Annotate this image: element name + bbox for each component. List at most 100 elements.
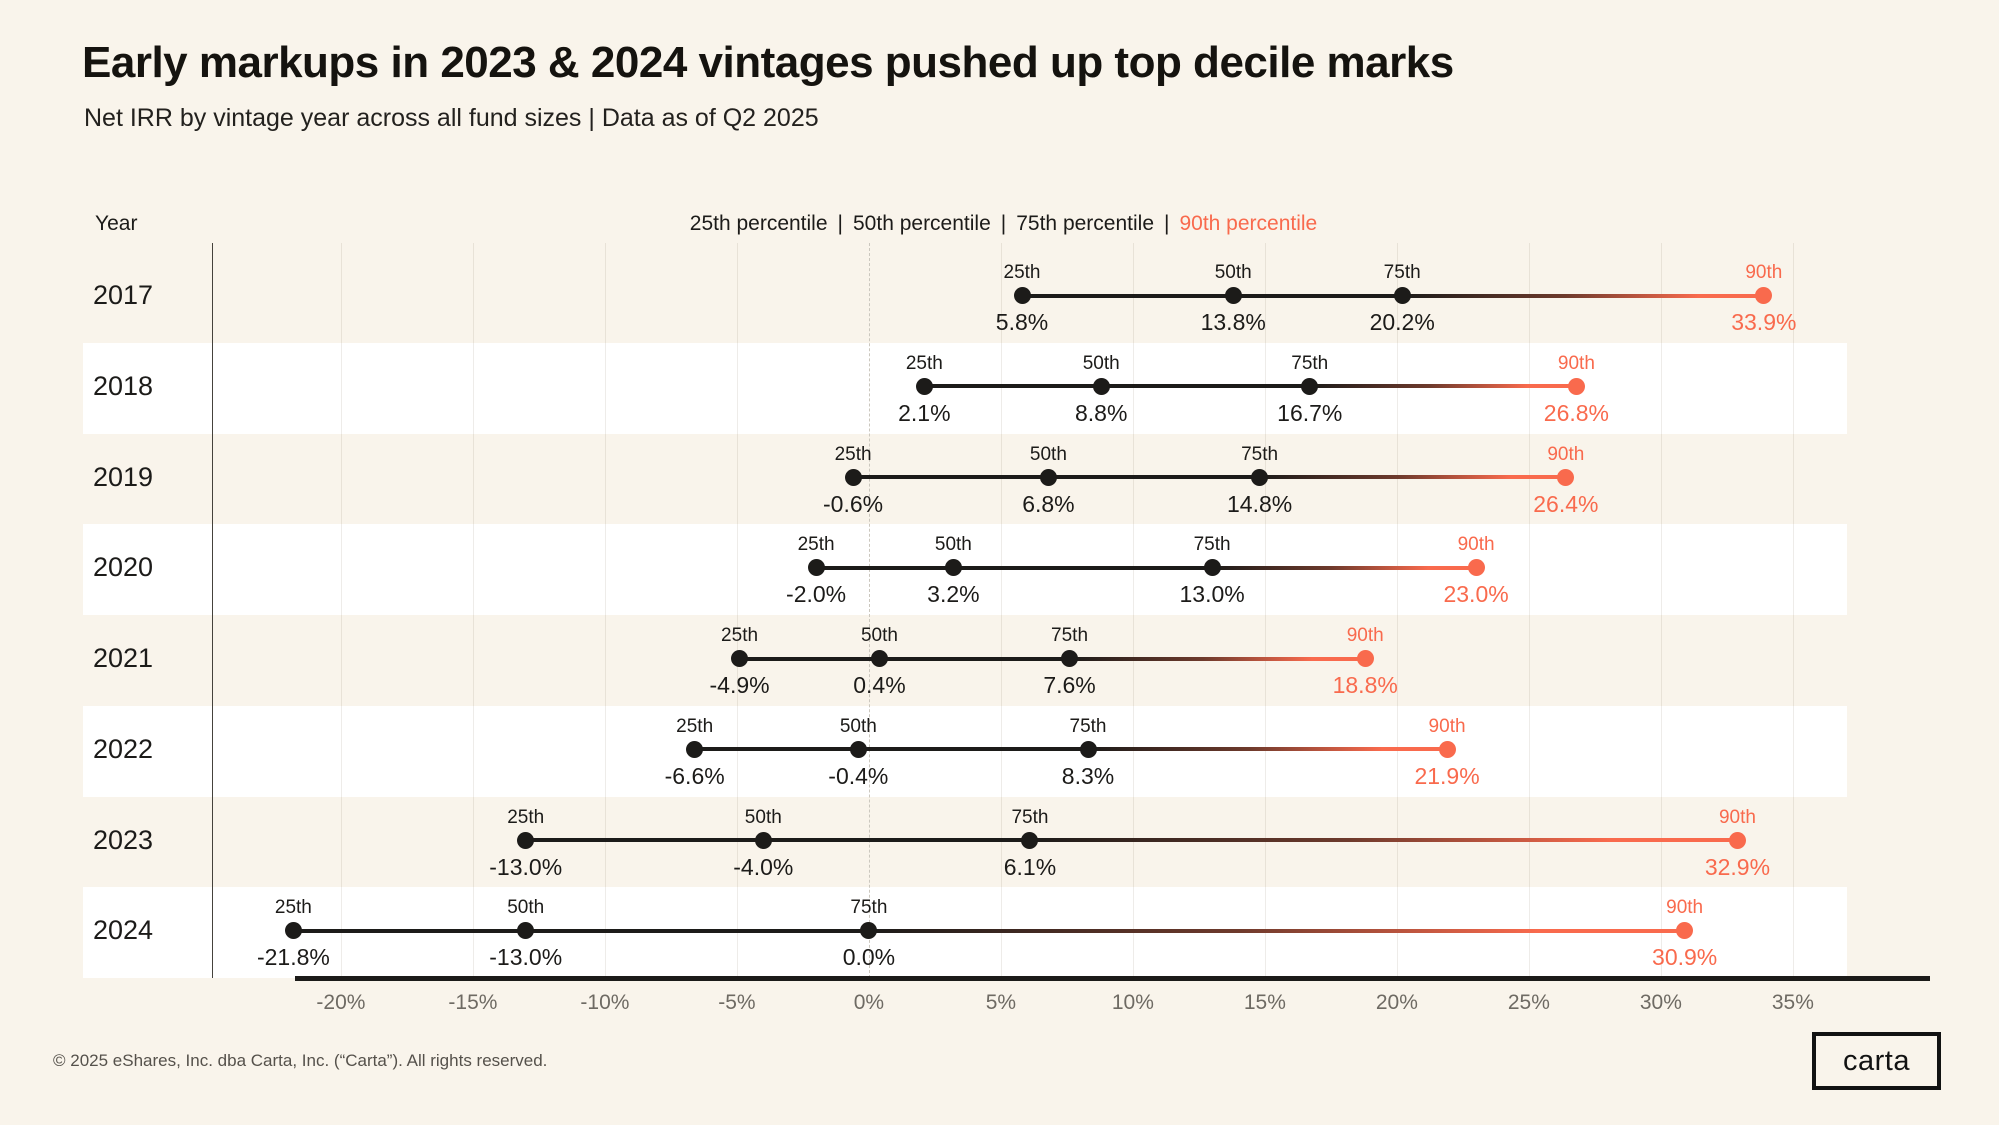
percentile-connector [293, 928, 869, 933]
year-label: 2023 [93, 824, 154, 855]
value-label: 26.8% [1543, 399, 1610, 426]
percentile-dot-90th [1567, 377, 1585, 395]
percentile-dot-25th [686, 740, 704, 758]
chart-row-2021: 2021 25th -4.9% 50th 0.4% 75th 7.6% 90th 18.8% [83, 615, 1847, 706]
percentile-label: 75th [1193, 534, 1231, 556]
gridline--20% [340, 243, 342, 978]
percentile-dot-50th [1224, 287, 1242, 304]
year-label: 2019 [93, 461, 154, 492]
percentile-label: 25th [507, 806, 545, 828]
zero-gridline [868, 243, 870, 978]
chart-row-2023: 2023 25th -13.0% 50th -4.0% 75th 6.1% 90th 32.9% [83, 797, 1847, 888]
percentile-dot-75th [1393, 287, 1411, 304]
gridline--10% [604, 243, 606, 978]
percentile-dot-50th [944, 559, 962, 577]
year-label: 2024 [93, 915, 154, 946]
value-label: 6.8% [1022, 490, 1075, 517]
percentile-label: 75th [1241, 443, 1279, 465]
percentile-dot-50th [517, 922, 535, 940]
percentile-dot-90th [1438, 740, 1456, 758]
page-title: Early markups in 2023 & 2024 vintages pu… [82, 38, 1454, 87]
value-label: 26.4% [1533, 490, 1599, 517]
chart-plot: 2017 25th 5.8% 50th 13.8% 75th 20.2% 90th 33.9% 2… [83, 243, 1847, 978]
x-tick-label: -15% [448, 991, 498, 1014]
x-axis-ticks: -20% -15% -10% -5% 0% 5% 10% 15% 20% 25% 30% 35% [83, 991, 1847, 1021]
percentile-dot-75th [1251, 468, 1269, 486]
percentile-connector-gradient [1259, 475, 1566, 479]
percentile-connector [816, 565, 1213, 570]
chart-row-2019: 2019 25th -0.6% 50th 6.8% 75th 14.8% 90th 26.4% [83, 434, 1847, 525]
value-label: 8.3% [1061, 762, 1115, 789]
chart-row-2017: 2017 25th 5.8% 50th 13.8% 75th 20.2% 90th 33.9% [83, 252, 1847, 343]
percentile-dot-75th [1079, 740, 1097, 758]
percentile-connector [739, 656, 1070, 661]
percentile-connector [525, 838, 1030, 842]
percentile-dot-25th [807, 559, 825, 577]
value-label: 0.4% [853, 672, 906, 698]
legend-item-50th: 50th percentile [853, 212, 991, 235]
percentile-label: 25th [834, 443, 872, 465]
gridline-25% [1528, 243, 1530, 978]
x-tick-label: 15% [1243, 991, 1286, 1014]
percentile-dot-90th [1728, 831, 1746, 849]
value-label: 2.1% [898, 399, 951, 426]
chart-row-2022: 2022 25th -6.6% 50th -0.4% 75th 8.3% 90th 21.9% [83, 706, 1847, 797]
percentile-label: 90th [1745, 262, 1783, 283]
percentile-dot-90th [1356, 650, 1374, 667]
gridline-20% [1396, 243, 1398, 978]
value-label: 14.8% [1227, 490, 1293, 517]
chart-row-2024: 2024 25th -21.8% 50th -13.0% 75th 0.0% 90th 30.9… [83, 887, 1847, 978]
value-label: 21.9% [1414, 762, 1480, 789]
percentile-dot-50th [1039, 468, 1057, 486]
percentile-label: 25th [905, 352, 943, 374]
percentile-label: 75th [1011, 806, 1049, 828]
gridline-30% [1660, 243, 1662, 978]
value-label: 32.9% [1704, 853, 1771, 880]
percentile-connector-gradient [1069, 656, 1366, 661]
percentile-label: 25th [676, 715, 714, 737]
row-band-2018 [83, 342, 1847, 434]
percentile-label: 90th [1547, 443, 1585, 465]
percentile-dot-90th [1676, 922, 1694, 940]
value-label: 0.0% [842, 944, 896, 971]
gridline-10% [1132, 243, 1134, 978]
legend-item-25th: 25th percentile [689, 212, 828, 235]
percentile-dot-50th [754, 831, 772, 849]
x-tick-label: 0% [853, 991, 885, 1014]
percentile-label: 75th [1051, 625, 1089, 646]
x-tick-label: 30% [1639, 991, 1682, 1014]
percentile-label: 25th [721, 625, 759, 646]
value-label: -2.0% [786, 581, 847, 608]
value-label: 13.8% [1200, 309, 1266, 335]
percentile-connector-gradient [1212, 565, 1477, 570]
x-axis-line [295, 976, 1930, 981]
chart-row-2018: 2018 25th 2.1% 50th 8.8% 75th 16.7% 90th 26.8% [83, 343, 1847, 434]
percentile-dot-25th [517, 831, 535, 849]
year-label: 2017 [93, 280, 154, 310]
percentile-connector-gradient [1088, 747, 1448, 752]
percentile-label: 50th [1214, 262, 1252, 283]
value-label: 3.2% [927, 581, 980, 608]
percentile-label: 50th [839, 715, 877, 737]
percentile-dot-25th [915, 377, 933, 395]
legend-separator: | [1164, 212, 1170, 235]
percentile-connector [1022, 293, 1403, 298]
value-label: -0.4% [828, 762, 889, 789]
percentile-label: 50th [860, 625, 898, 646]
percentile-connector [694, 747, 1088, 752]
percentile-label: 75th [1069, 715, 1107, 737]
percentile-dot-25th [844, 468, 862, 486]
x-tick-label: 5% [985, 991, 1017, 1014]
x-tick-label: 35% [1771, 991, 1814, 1014]
value-label: 7.6% [1043, 672, 1096, 698]
value-label: 8.8% [1075, 399, 1128, 426]
percentile-connector-gradient [1402, 293, 1764, 298]
gridline-35% [1792, 243, 1794, 978]
copyright-footer: © 2025 eShares, Inc. dba Carta, Inc. (“C… [53, 1051, 548, 1070]
value-label: -13.0% [489, 944, 563, 971]
percentile-connector-gradient [868, 928, 1685, 933]
legend-separator: | [1000, 212, 1007, 235]
percentile-connector [924, 384, 1310, 389]
percentile-label: 90th [1557, 352, 1595, 374]
value-label: 6.1% [1003, 853, 1057, 880]
